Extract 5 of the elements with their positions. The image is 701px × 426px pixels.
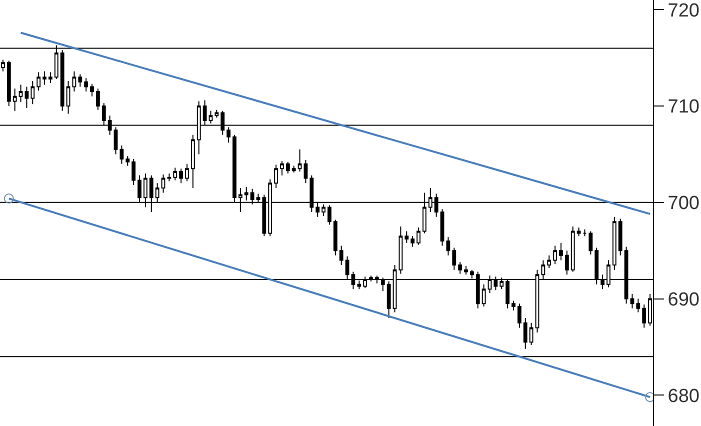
- y-tick-label: 710: [668, 96, 700, 118]
- y-tick-label: 720: [668, 0, 700, 22]
- y-tick-label: 680: [668, 386, 700, 407]
- y-tick-label: 700: [668, 193, 700, 214]
- y-tick-label: 690: [668, 289, 700, 310]
